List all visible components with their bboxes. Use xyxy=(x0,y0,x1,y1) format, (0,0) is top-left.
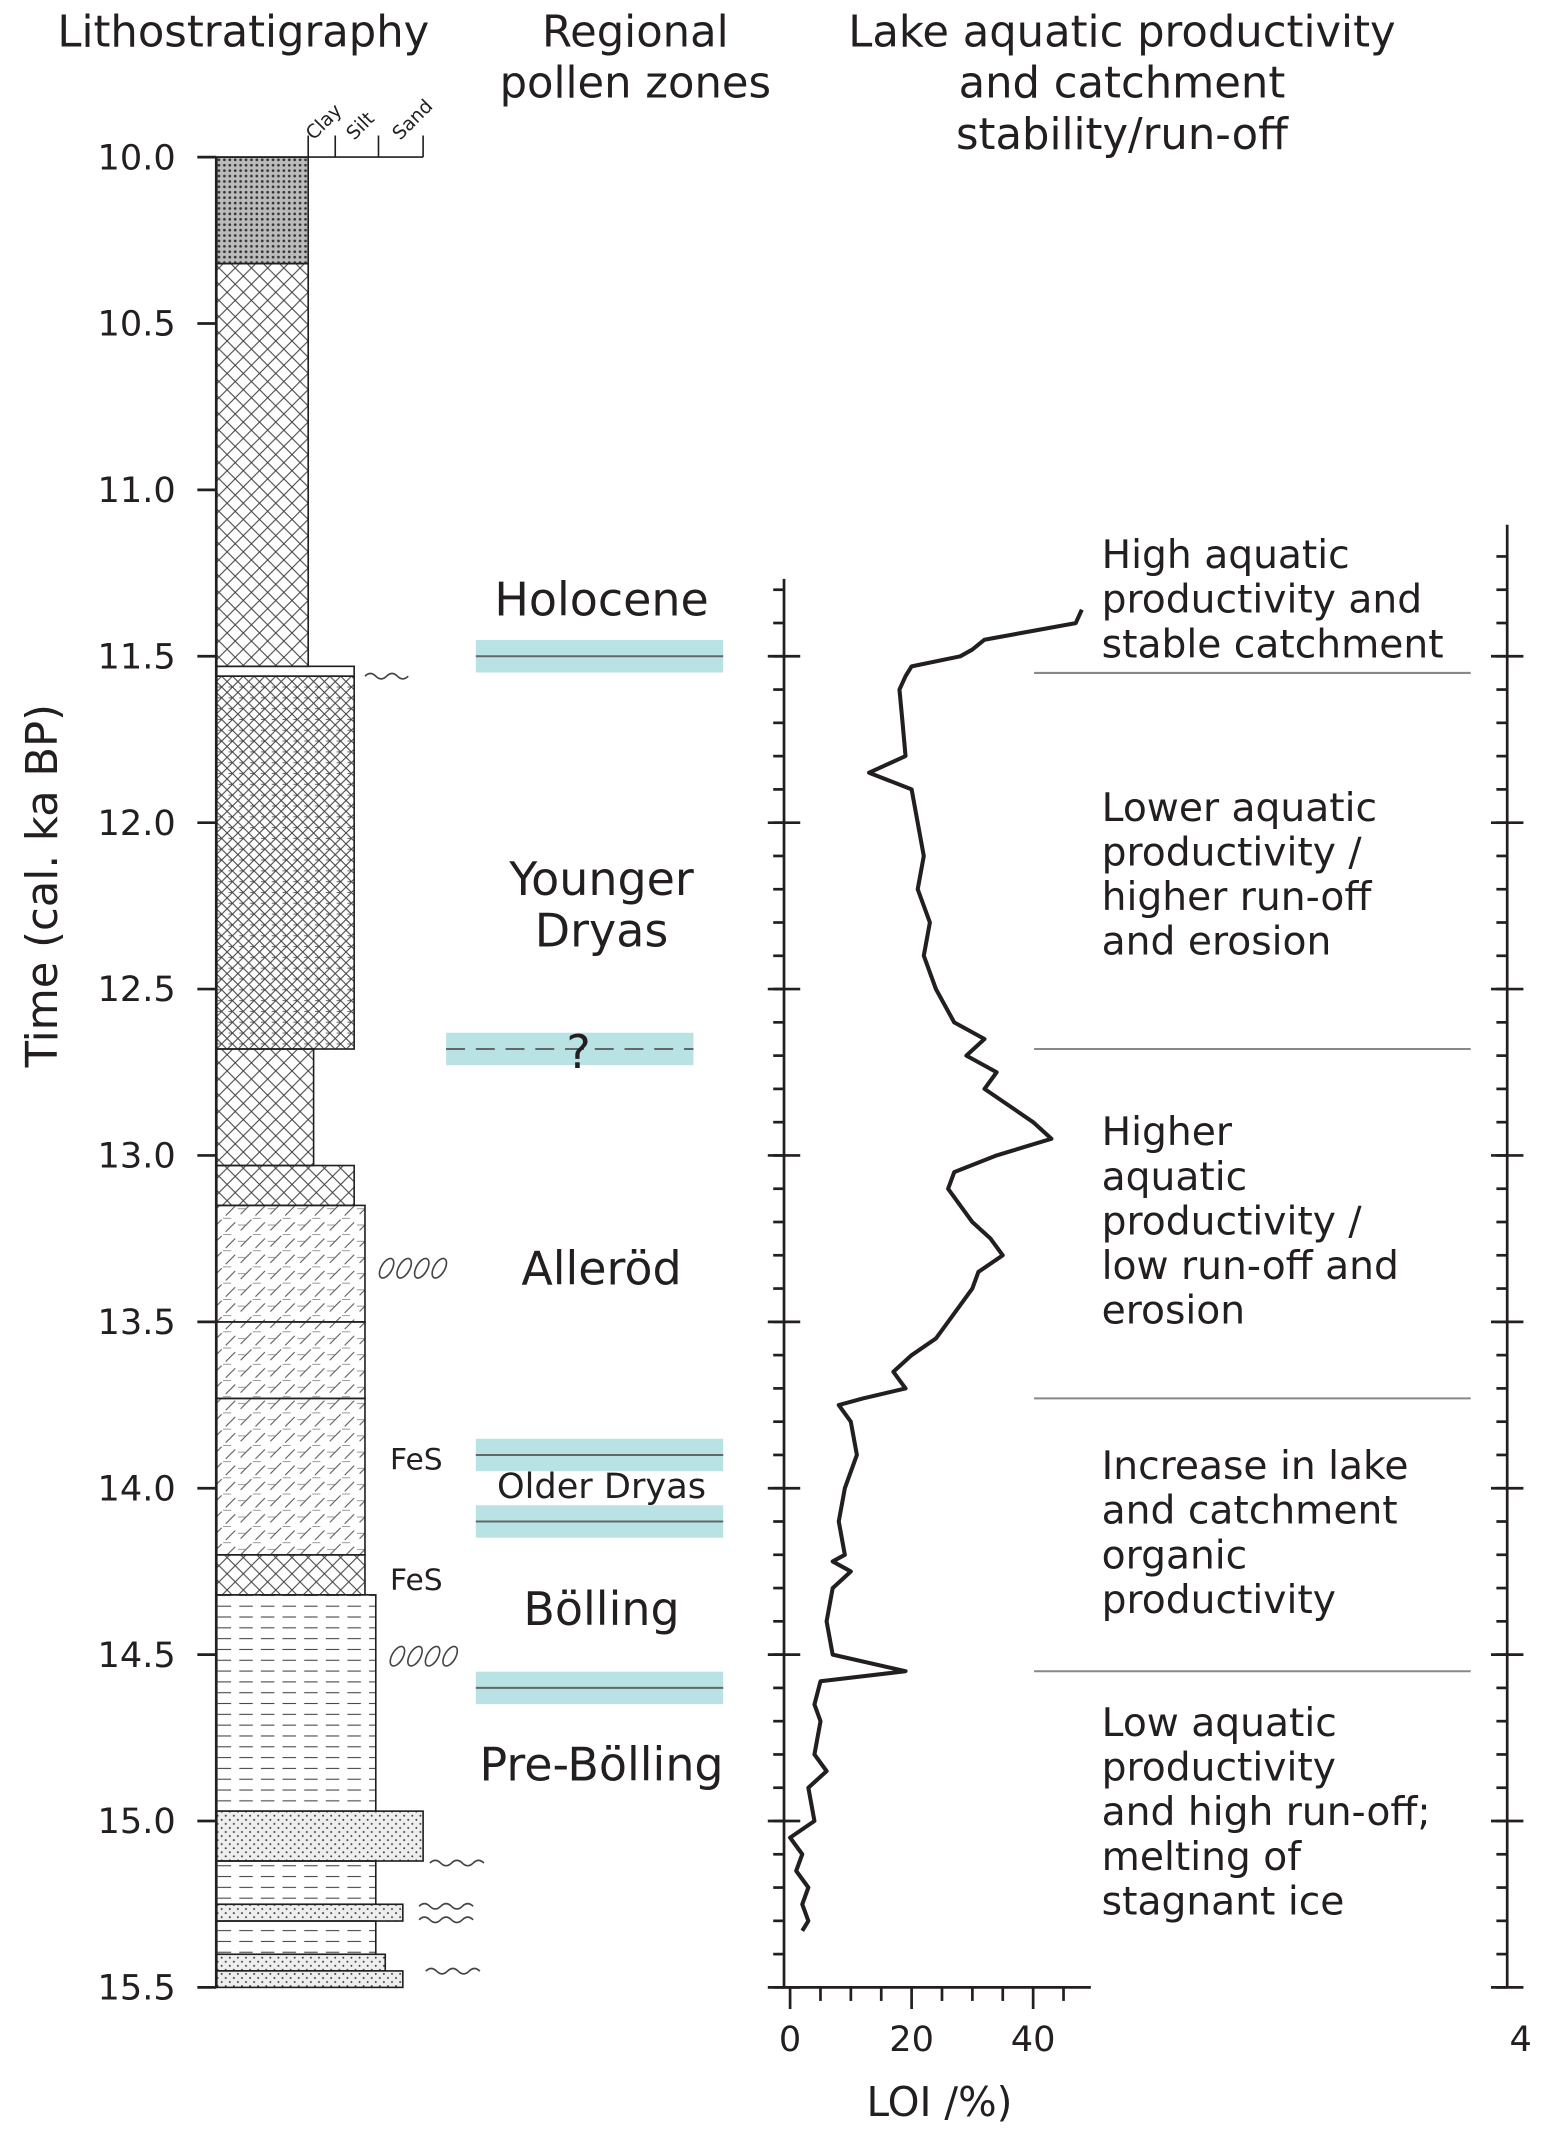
y-tick-label: 10.0 xyxy=(98,137,176,178)
y-tick-label: 13.5 xyxy=(98,1302,176,1343)
interpretation: low run-off and xyxy=(1102,1244,1399,1289)
interpretation: Lower aquatic xyxy=(1102,786,1377,831)
interpretation: Higher xyxy=(1102,1110,1233,1155)
y-tick-label: 14.5 xyxy=(98,1635,176,1676)
pollen-zone: Older Dryas xyxy=(497,1466,706,1507)
x-tick-label: 20 xyxy=(889,2019,934,2060)
interpretation: High aquatic xyxy=(1102,533,1350,578)
interpretation: and high run-off; xyxy=(1102,1790,1431,1835)
y-tick-label: 15.5 xyxy=(98,1968,176,2009)
interpretation: productivity / xyxy=(1102,830,1363,875)
y-tick-label: 13.0 xyxy=(98,1136,176,1177)
pollen-zone: Younger xyxy=(508,852,694,906)
zone-boundary-label: ? xyxy=(566,1025,590,1079)
pollen-zone: Bölling xyxy=(523,1582,679,1636)
y-axis-title: Time (cal. ka BP) xyxy=(18,704,68,1068)
interpretation: melting of xyxy=(1102,1835,1303,1880)
header: stability/run-off xyxy=(956,110,1289,160)
interpretation: productivity / xyxy=(1102,1199,1363,1244)
x-tick-label: 40 xyxy=(1011,2019,1056,2060)
y-tick-label: 12.5 xyxy=(98,969,176,1010)
loi-axes xyxy=(782,578,1091,1989)
right-axis-label: 4 xyxy=(1510,2019,1532,2060)
header: Lithostratigraphy xyxy=(57,7,429,57)
y-tick-label: 12.0 xyxy=(98,803,176,844)
pollen-zone: Pre-Bölling xyxy=(479,1738,723,1792)
pollen-zone: Holocene xyxy=(494,572,708,626)
interpretation: and catchment xyxy=(1102,1489,1398,1534)
interpretation: aquatic xyxy=(1102,1155,1248,1200)
annotation: FeS xyxy=(390,1443,443,1478)
x-axis-title: LOI /%) xyxy=(867,2078,1013,2126)
interpretation: stagnant ice xyxy=(1102,1879,1345,1924)
annotation: FeS xyxy=(390,1563,443,1598)
interpretation: organic xyxy=(1102,1533,1248,1578)
interpretation: Low aquatic xyxy=(1102,1701,1337,1746)
header: Regional xyxy=(542,7,729,57)
pollen-zone: Alleröd xyxy=(521,1241,681,1295)
grain-label: Sand xyxy=(388,95,437,144)
y-tick-label: 15.0 xyxy=(98,1801,176,1842)
header: Lake aquatic productivity xyxy=(848,7,1395,57)
grain-label: Silt xyxy=(342,108,379,145)
y-tick-label: 11.0 xyxy=(98,470,176,511)
interpretation: Increase in lake xyxy=(1102,1444,1409,1489)
y-tick-label: 14.0 xyxy=(98,1468,176,1509)
interpretation: stable catchment xyxy=(1102,622,1444,667)
lithology-column xyxy=(215,135,424,1989)
interpretation: erosion xyxy=(1102,1289,1245,1334)
header: pollen zones xyxy=(500,59,771,109)
interpretation: and erosion xyxy=(1102,920,1332,965)
x-tick-label: 0 xyxy=(779,2019,801,2060)
lithology-symbols xyxy=(364,672,485,1975)
y-tick-label: 11.5 xyxy=(98,636,176,677)
y-tick-label: 10.5 xyxy=(98,304,176,345)
header: and catchment xyxy=(959,59,1286,109)
pollen-zone: Dryas xyxy=(535,904,669,958)
interpretation: productivity xyxy=(1102,1578,1336,1623)
interpretation: productivity xyxy=(1102,1746,1336,1791)
loi-line xyxy=(788,608,1084,1932)
interpretation: higher run-off xyxy=(1102,875,1373,920)
interpretation: productivity and xyxy=(1102,578,1422,623)
